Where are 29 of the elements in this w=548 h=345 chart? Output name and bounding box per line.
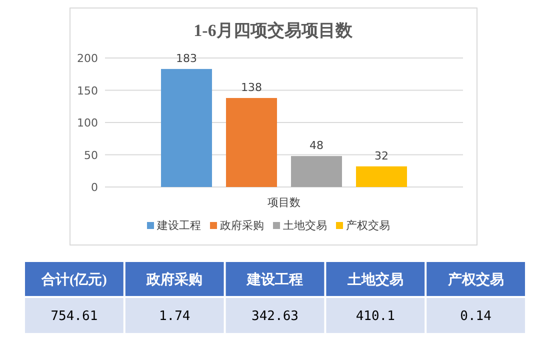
category-label: 产权交易 <box>446 271 504 288</box>
bar <box>356 166 407 187</box>
x-tick-label: 项目数 <box>268 196 300 209</box>
data-label: 1.74 <box>158 309 190 324</box>
y-tick-label: 0 <box>91 181 98 194</box>
category-label: 土地交易 <box>346 271 404 288</box>
data-label: 754.61 <box>50 309 98 324</box>
data-label: 410.1 <box>356 309 395 324</box>
category-label: 政府采购 <box>146 271 203 288</box>
y-tick-label: 50 <box>84 148 98 162</box>
legend-label: 建设工程 <box>156 219 201 232</box>
legend-label: 土地交易 <box>283 219 327 232</box>
data-label: 183 <box>176 52 197 65</box>
legend-label: 政府采购 <box>220 219 264 232</box>
category-label: 建设工程 <box>246 272 303 288</box>
y-tick-label: 200 <box>77 52 98 65</box>
data-label: 32 <box>374 149 388 162</box>
data-label: 0.14 <box>460 309 492 324</box>
chart-title: 1-6月四项交易项目数 <box>194 21 354 40</box>
legend-label: 产权交易 <box>346 219 390 232</box>
y-tick-label: 150 <box>77 84 98 98</box>
data-label: 342.63 <box>252 309 298 324</box>
y-tick-label: 100 <box>77 116 98 130</box>
bar <box>291 156 342 187</box>
data-label: 48 <box>310 139 324 152</box>
bar <box>161 68 212 187</box>
data-label: 138 <box>241 80 262 94</box>
bar <box>226 98 277 187</box>
category-label: 合计(亿元) <box>40 272 108 288</box>
